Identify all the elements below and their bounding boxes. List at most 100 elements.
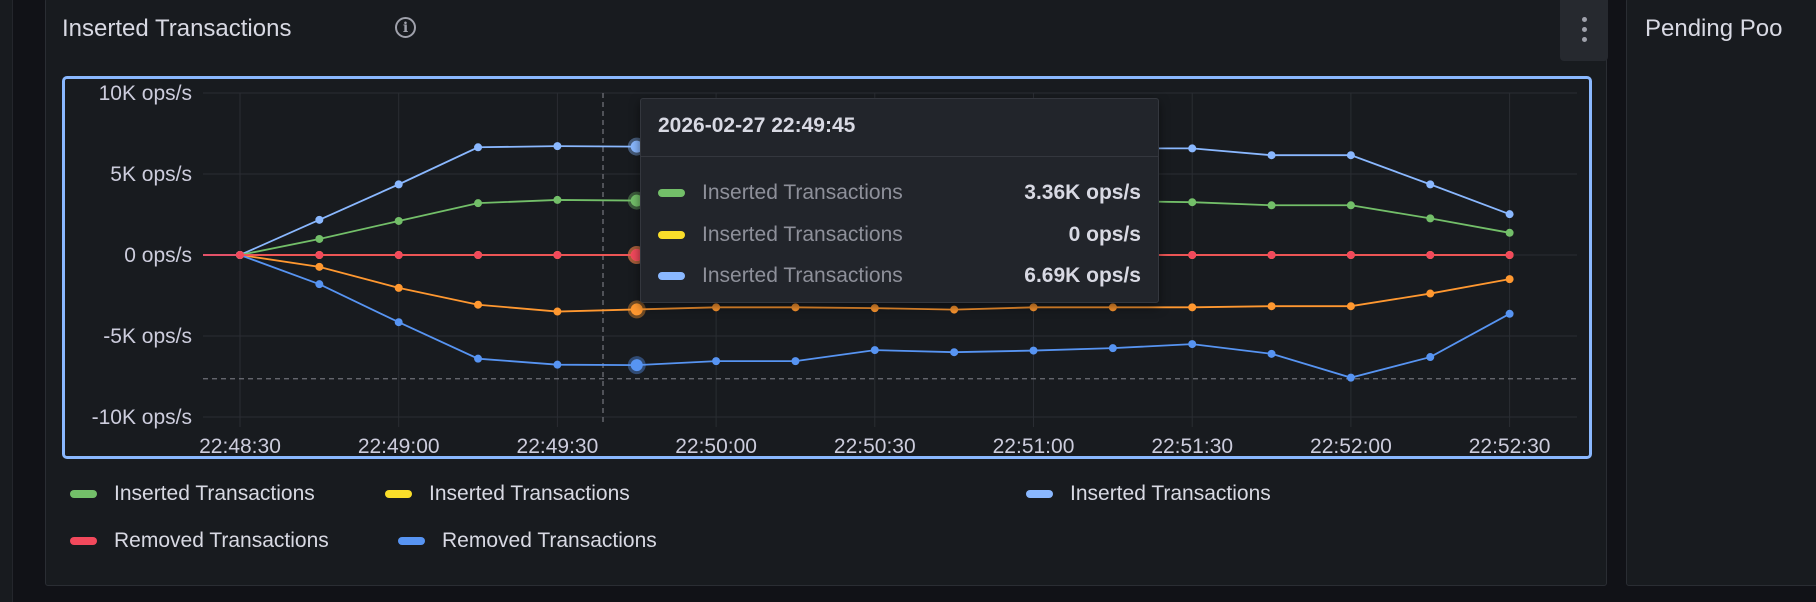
data-point xyxy=(315,251,324,259)
x-tick-label: 22:52:30 xyxy=(1469,435,1551,458)
legend-swatch xyxy=(398,537,425,545)
data-point xyxy=(553,251,562,259)
data-point xyxy=(1029,303,1038,312)
tooltip-row: Inserted Transactions 3.36K ops/s xyxy=(658,180,1141,206)
legend-item[interactable]: Removed Transactions xyxy=(70,529,329,553)
legend-swatch xyxy=(385,490,412,498)
data-point xyxy=(712,357,721,366)
legend-label: Inserted Transactions xyxy=(1070,482,1271,505)
data-point xyxy=(1188,198,1197,207)
panel-menu-button[interactable] xyxy=(1560,0,1608,61)
x-tick-label: 22:49:30 xyxy=(517,435,599,458)
data-point xyxy=(1505,210,1514,219)
data-point xyxy=(1267,349,1276,358)
data-point xyxy=(870,304,879,313)
data-point xyxy=(1426,180,1435,189)
data-point xyxy=(394,216,403,225)
legend-swatch xyxy=(70,537,97,545)
legend-item[interactable]: Inserted Transactions xyxy=(385,482,630,506)
data-point xyxy=(950,348,959,357)
tooltip-value: 6.69K ops/s xyxy=(1024,264,1141,287)
legend-label: Inserted Transactions xyxy=(114,482,315,505)
data-point xyxy=(630,140,643,153)
tooltip-swatch xyxy=(658,231,685,239)
data-point xyxy=(315,234,324,243)
legend-label: Removed Transactions xyxy=(442,529,657,552)
tooltip-divider xyxy=(641,156,1158,157)
chart-focus-frame[interactable] xyxy=(62,76,1592,459)
data-point xyxy=(1426,214,1435,223)
data-point xyxy=(474,143,483,152)
y-tick-label: -10K ops/s xyxy=(92,406,192,429)
legend-item[interactable]: Removed Transactions xyxy=(398,529,657,553)
data-point xyxy=(1426,251,1435,259)
series-line xyxy=(203,254,1510,313)
data-point xyxy=(1267,302,1276,311)
data-point xyxy=(1346,251,1355,259)
data-point xyxy=(630,194,643,207)
data-point xyxy=(474,354,483,363)
data-point xyxy=(315,280,324,289)
data-point xyxy=(1029,346,1038,355)
data-point xyxy=(1346,151,1355,160)
x-tick-label: 22:51:30 xyxy=(1151,435,1233,458)
data-point xyxy=(315,262,324,271)
data-point xyxy=(791,303,800,312)
data-point xyxy=(1346,373,1355,382)
data-point xyxy=(394,318,403,327)
x-tick-label: 22:51:00 xyxy=(993,435,1075,458)
tooltip-swatch xyxy=(658,189,685,197)
data-point xyxy=(474,199,483,208)
legend-swatch xyxy=(1026,490,1053,498)
data-point xyxy=(1267,151,1276,160)
tooltip-row: Inserted Transactions 0 ops/s xyxy=(658,222,1141,248)
data-point xyxy=(1188,340,1197,349)
data-point xyxy=(1346,201,1355,210)
tooltip-label: Inserted Transactions xyxy=(702,264,903,287)
x-tick-label: 22:50:30 xyxy=(834,435,916,458)
x-tick-label: 22:52:00 xyxy=(1310,435,1392,458)
data-point xyxy=(236,251,244,259)
data-point xyxy=(474,251,483,259)
data-point xyxy=(630,303,643,316)
data-point xyxy=(553,142,562,151)
data-point xyxy=(394,180,403,189)
data-point xyxy=(950,305,959,314)
data-point xyxy=(1505,251,1514,259)
data-point xyxy=(1505,275,1514,284)
x-tick-label: 22:49:00 xyxy=(358,435,440,458)
legend-label: Removed Transactions xyxy=(114,529,329,552)
data-point xyxy=(1188,144,1197,153)
data-point xyxy=(1108,344,1117,353)
next-panel-title: Pending Poo xyxy=(1645,15,1783,42)
tooltip-swatch xyxy=(658,272,685,280)
tooltip-label: Inserted Transactions xyxy=(702,181,903,204)
data-point xyxy=(1426,289,1435,298)
data-point xyxy=(1188,303,1197,312)
tooltip-row: Inserted Transactions 6.69K ops/s xyxy=(658,263,1141,289)
data-point xyxy=(1505,228,1514,237)
legend-item[interactable]: Inserted Transactions xyxy=(70,482,315,506)
x-tick-label: 22:48:30 xyxy=(199,435,281,458)
legend-item[interactable]: Inserted Transactions xyxy=(1026,482,1271,506)
kebab-dot xyxy=(1582,37,1587,42)
kebab-dot xyxy=(1582,27,1587,32)
data-point xyxy=(1188,251,1197,259)
data-point xyxy=(1108,303,1117,312)
data-point xyxy=(712,303,721,312)
legend-swatch xyxy=(70,490,97,498)
y-tick-label: 0 ops/s xyxy=(124,244,192,267)
data-point xyxy=(1505,309,1514,318)
chart-tooltip: 2026-02-27 22:49:45 Inserted Transaction… xyxy=(640,98,1159,303)
x-tick-label: 22:50:00 xyxy=(675,435,757,458)
tooltip-value: 3.36K ops/s xyxy=(1024,181,1141,204)
y-tick-label: 10K ops/s xyxy=(99,82,192,105)
tooltip-time: 2026-02-27 22:49:45 xyxy=(658,114,856,137)
tooltip-label: Inserted Transactions xyxy=(702,223,903,246)
info-circle-icon[interactable]: i xyxy=(395,17,416,38)
data-point xyxy=(791,357,800,366)
data-point xyxy=(870,346,879,355)
data-point xyxy=(1267,251,1276,259)
data-point xyxy=(315,215,324,224)
y-tick-label: -5K ops/s xyxy=(103,325,192,348)
